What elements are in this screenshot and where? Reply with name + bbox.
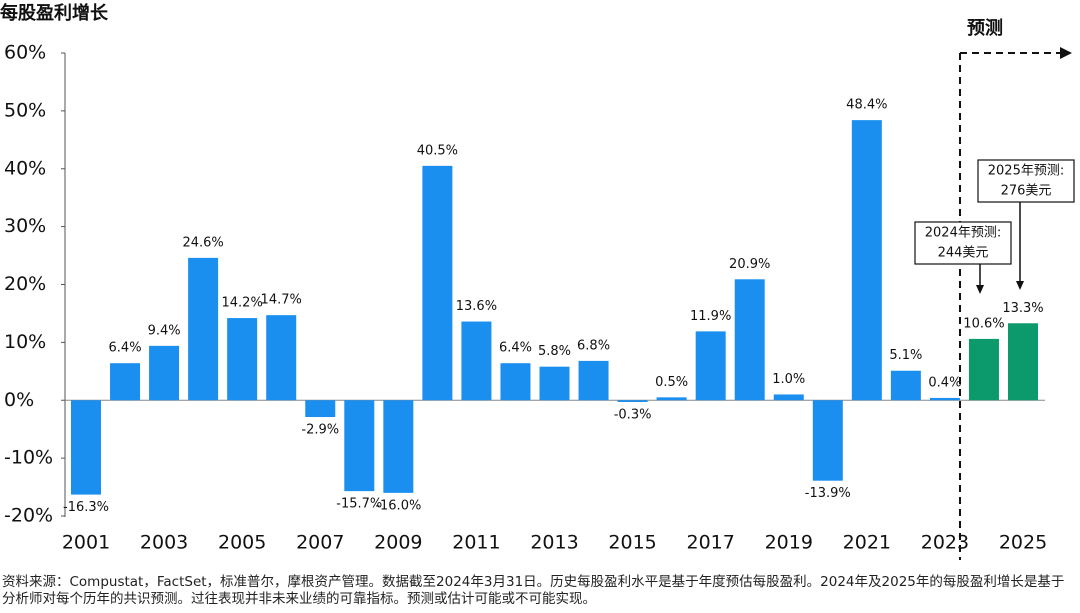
bar: [773, 394, 804, 401]
value-label: -16.0%: [375, 498, 421, 513]
bar: [71, 400, 101, 495]
value-label: 14.7%: [261, 293, 302, 308]
bar: [890, 370, 921, 401]
callout-text: 276美元: [1001, 184, 1052, 199]
x-tick-label: 2009: [374, 532, 422, 554]
value-label: 9.4%: [148, 323, 181, 338]
value-label: -16.3%: [63, 500, 109, 515]
y-tick-label: 0%: [4, 389, 34, 411]
value-label: -2.9%: [301, 423, 339, 438]
bar: [383, 400, 414, 493]
value-label: -15.7%: [336, 497, 382, 512]
y-tick-label: 60%: [4, 42, 46, 64]
x-tick-label: 2017: [686, 532, 734, 554]
x-tick-label: 2021: [843, 532, 891, 554]
value-label: 0.5%: [655, 375, 688, 390]
x-tick-label: 2023: [921, 532, 969, 554]
x-tick-label: 2013: [530, 532, 578, 554]
bar: [734, 279, 765, 401]
bar: [149, 345, 180, 401]
bar: [929, 397, 960, 401]
x-tick-label: 2005: [218, 532, 266, 554]
callout-arrow-head: [1016, 281, 1024, 290]
arrow-head: [1060, 47, 1072, 59]
bar: [656, 397, 687, 401]
value-label: 40.5%: [417, 143, 458, 158]
chart: 每股盈利增长 预测 -20% -10% 0% 10% 20% 30% 40% 50% 60% 20…: [0, 2, 1075, 560]
x-tick-label: 2025: [999, 532, 1047, 554]
value-label: 5.8%: [538, 344, 571, 359]
bar: [812, 400, 843, 481]
x-tick-label: 2015: [608, 532, 656, 554]
callout-arrow-head: [976, 285, 984, 294]
y-tick-label: -20%: [4, 505, 53, 527]
value-label: 20.9%: [729, 257, 770, 272]
x-tick-label: 2003: [140, 532, 188, 554]
x-tick-label: 2011: [452, 532, 500, 554]
y-tick-label: 50%: [4, 99, 46, 121]
x-tick-label: 2001: [62, 532, 110, 554]
y-tick-label: -10%: [4, 447, 53, 469]
callout-box: [977, 159, 1075, 203]
value-label: -0.3%: [614, 407, 652, 422]
bar: [422, 165, 453, 401]
bar: [1008, 323, 1038, 401]
bar: [617, 400, 648, 402]
value-label: 48.4%: [846, 98, 887, 113]
value-label: 13.6%: [456, 299, 497, 314]
value-label: 6.4%: [499, 341, 532, 356]
chart-title: 每股盈利增长: [0, 2, 109, 24]
value-label: 0.4%: [928, 375, 961, 390]
value-label: 24.6%: [182, 235, 223, 250]
bar: [110, 363, 141, 401]
x-tick-label: 2007: [296, 532, 344, 554]
value-label: 11.9%: [690, 309, 731, 324]
callout-text: 244美元: [938, 246, 989, 261]
bar: [578, 360, 609, 401]
bar: [305, 400, 336, 418]
value-label: 13.3%: [1002, 301, 1043, 316]
y-tick-label: 20%: [4, 273, 46, 295]
value-label: 14.2%: [222, 296, 263, 311]
bar: [266, 315, 297, 401]
x-tick-label: 2019: [765, 532, 813, 554]
bar: [227, 318, 258, 401]
y-tick-label: 30%: [4, 215, 46, 237]
value-label: 6.8%: [577, 338, 610, 353]
value-label: -13.9%: [805, 486, 851, 501]
bar: [344, 400, 375, 492]
value-label: 10.6%: [963, 316, 1004, 331]
bar: [500, 363, 531, 401]
bar: [968, 338, 999, 401]
callout-box: [914, 221, 1012, 265]
value-label: 5.1%: [889, 348, 922, 363]
bar: [695, 331, 726, 401]
bar: [851, 120, 882, 401]
y-tick-label: 40%: [4, 157, 46, 179]
callout-text: 2025年预测:: [988, 164, 1064, 179]
bar: [461, 321, 492, 401]
bar: [539, 366, 570, 401]
footnote: 资料来源：Compustat，FactSet，标准普尔，摩根资产管理。数据截至2…: [2, 574, 1065, 607]
bar: [188, 257, 219, 401]
y-tick-label: 10%: [4, 331, 46, 353]
value-label: 6.4%: [109, 341, 142, 356]
forecast-label: 预测: [967, 17, 1003, 39]
callout-text: 2024年预测:: [925, 226, 1001, 241]
value-label: 1.0%: [772, 372, 805, 387]
